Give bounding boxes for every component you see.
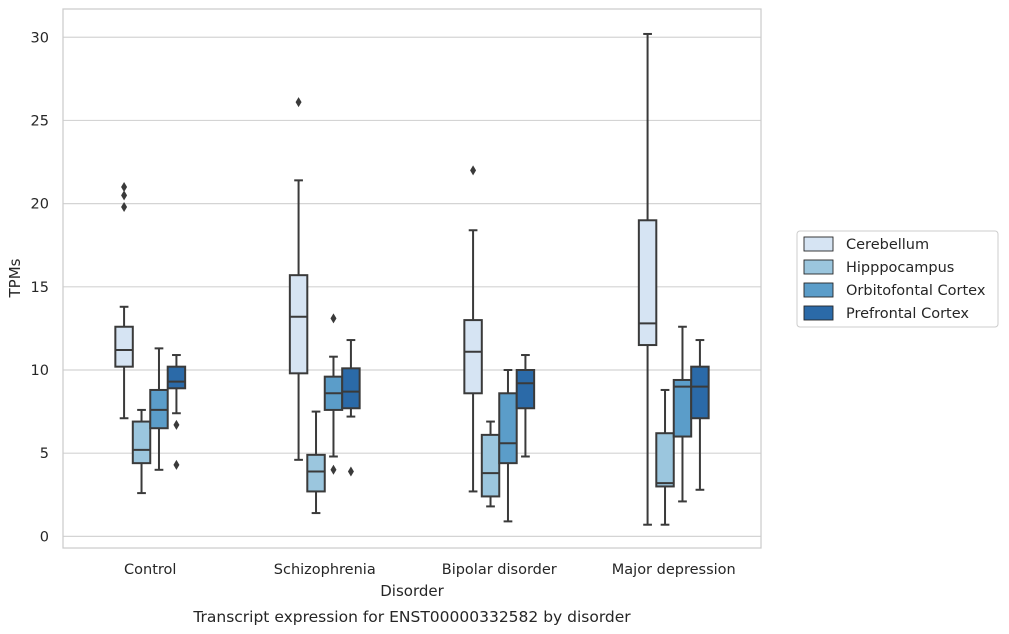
- legend-swatch: [803, 282, 834, 298]
- iqr-box: [114, 325, 134, 368]
- box-1-3: [341, 339, 361, 477]
- box-2-2: [498, 368, 518, 523]
- y-tick-label: 15: [31, 280, 49, 296]
- x-tick-label: Major depression: [612, 562, 736, 578]
- box-0-2: [149, 347, 169, 471]
- x-tick-label: Control: [124, 562, 176, 578]
- box-1-0: [288, 97, 309, 461]
- y-tick-label: 0: [40, 529, 49, 545]
- box-3-0: [637, 32, 658, 526]
- legend-item: Orbitofontal Cortex: [803, 282, 986, 299]
- legend-swatch: [803, 305, 834, 321]
- plot-frame: [62, 8, 762, 549]
- box-3-3: [690, 339, 710, 491]
- y-tick-label: 25: [31, 113, 49, 129]
- iqr-box: [672, 378, 693, 438]
- y-tick-label: 20: [31, 197, 49, 213]
- box-0-3: [166, 354, 187, 470]
- legend-items: Cerebellum Hipppocampus Orbitofontal Corte…: [803, 236, 986, 322]
- box-1-2: [323, 313, 344, 475]
- y-tick-label: 30: [31, 30, 49, 46]
- legend-item: Hipppocampus: [803, 259, 954, 276]
- y-tick-label: 5: [40, 446, 49, 462]
- legend-label: Hipppocampus: [846, 260, 954, 276]
- iqr-box: [498, 392, 518, 465]
- legend-frame: [796, 230, 999, 328]
- box-2-1: [480, 420, 501, 508]
- outlier-point: [470, 165, 477, 176]
- outlier-point: [330, 464, 337, 475]
- iqr-box: [480, 433, 501, 498]
- outlier-point: [121, 201, 128, 212]
- x-tick-label: Schizophrenia: [274, 562, 376, 578]
- box-0-1: [131, 408, 152, 495]
- legend-item: Cerebellum: [803, 236, 929, 253]
- box-1-1: [306, 410, 326, 515]
- legend: Cerebellum Hipppocampus Orbitofontal Corte…: [796, 230, 999, 328]
- iqr-box: [463, 319, 483, 395]
- outlier-point: [121, 190, 128, 201]
- legend-label: Orbitofontal Cortex: [846, 283, 986, 299]
- boxes-layer: [114, 32, 710, 526]
- outlier-point: [121, 182, 128, 193]
- box-0-0: [114, 182, 134, 420]
- x-axis-label: Disorder: [380, 582, 444, 600]
- chart-caption: Transcript expression for ENST0000033258…: [192, 608, 631, 626]
- outlier-point: [347, 466, 354, 477]
- legend-label: Prefrontal Cortex: [846, 306, 969, 322]
- x-tick-labels: Control Schizophrenia Bipolar disorder Majo…: [124, 562, 736, 578]
- box-3-1: [655, 388, 675, 526]
- iqr-box: [515, 368, 536, 410]
- outlier-point: [330, 313, 337, 324]
- iqr-box: [288, 274, 309, 375]
- y-tick-labels: 0 5 10 15 20 25 30: [31, 30, 49, 545]
- iqr-box: [166, 365, 187, 390]
- iqr-box: [131, 420, 152, 465]
- iqr-box: [655, 432, 675, 488]
- x-tick-label: Bipolar disorder: [442, 562, 557, 578]
- outlier-point: [173, 419, 180, 430]
- legend-swatch: [803, 259, 834, 275]
- legend-label: Cerebellum: [846, 237, 929, 253]
- y-tick-label: 10: [31, 363, 49, 379]
- box-2-3: [515, 354, 536, 458]
- outlier-point: [173, 459, 180, 470]
- box-3-2: [672, 325, 693, 503]
- iqr-box: [637, 219, 658, 347]
- legend-swatch: [803, 236, 834, 252]
- box-2-0: [463, 165, 483, 493]
- iqr-box: [341, 367, 361, 410]
- iqr-box: [306, 453, 326, 493]
- y-axis-label: TPMs: [6, 258, 24, 298]
- legend-item: Prefrontal Cortex: [803, 305, 969, 322]
- outlier-point: [295, 97, 302, 108]
- iqr-box: [690, 365, 710, 420]
